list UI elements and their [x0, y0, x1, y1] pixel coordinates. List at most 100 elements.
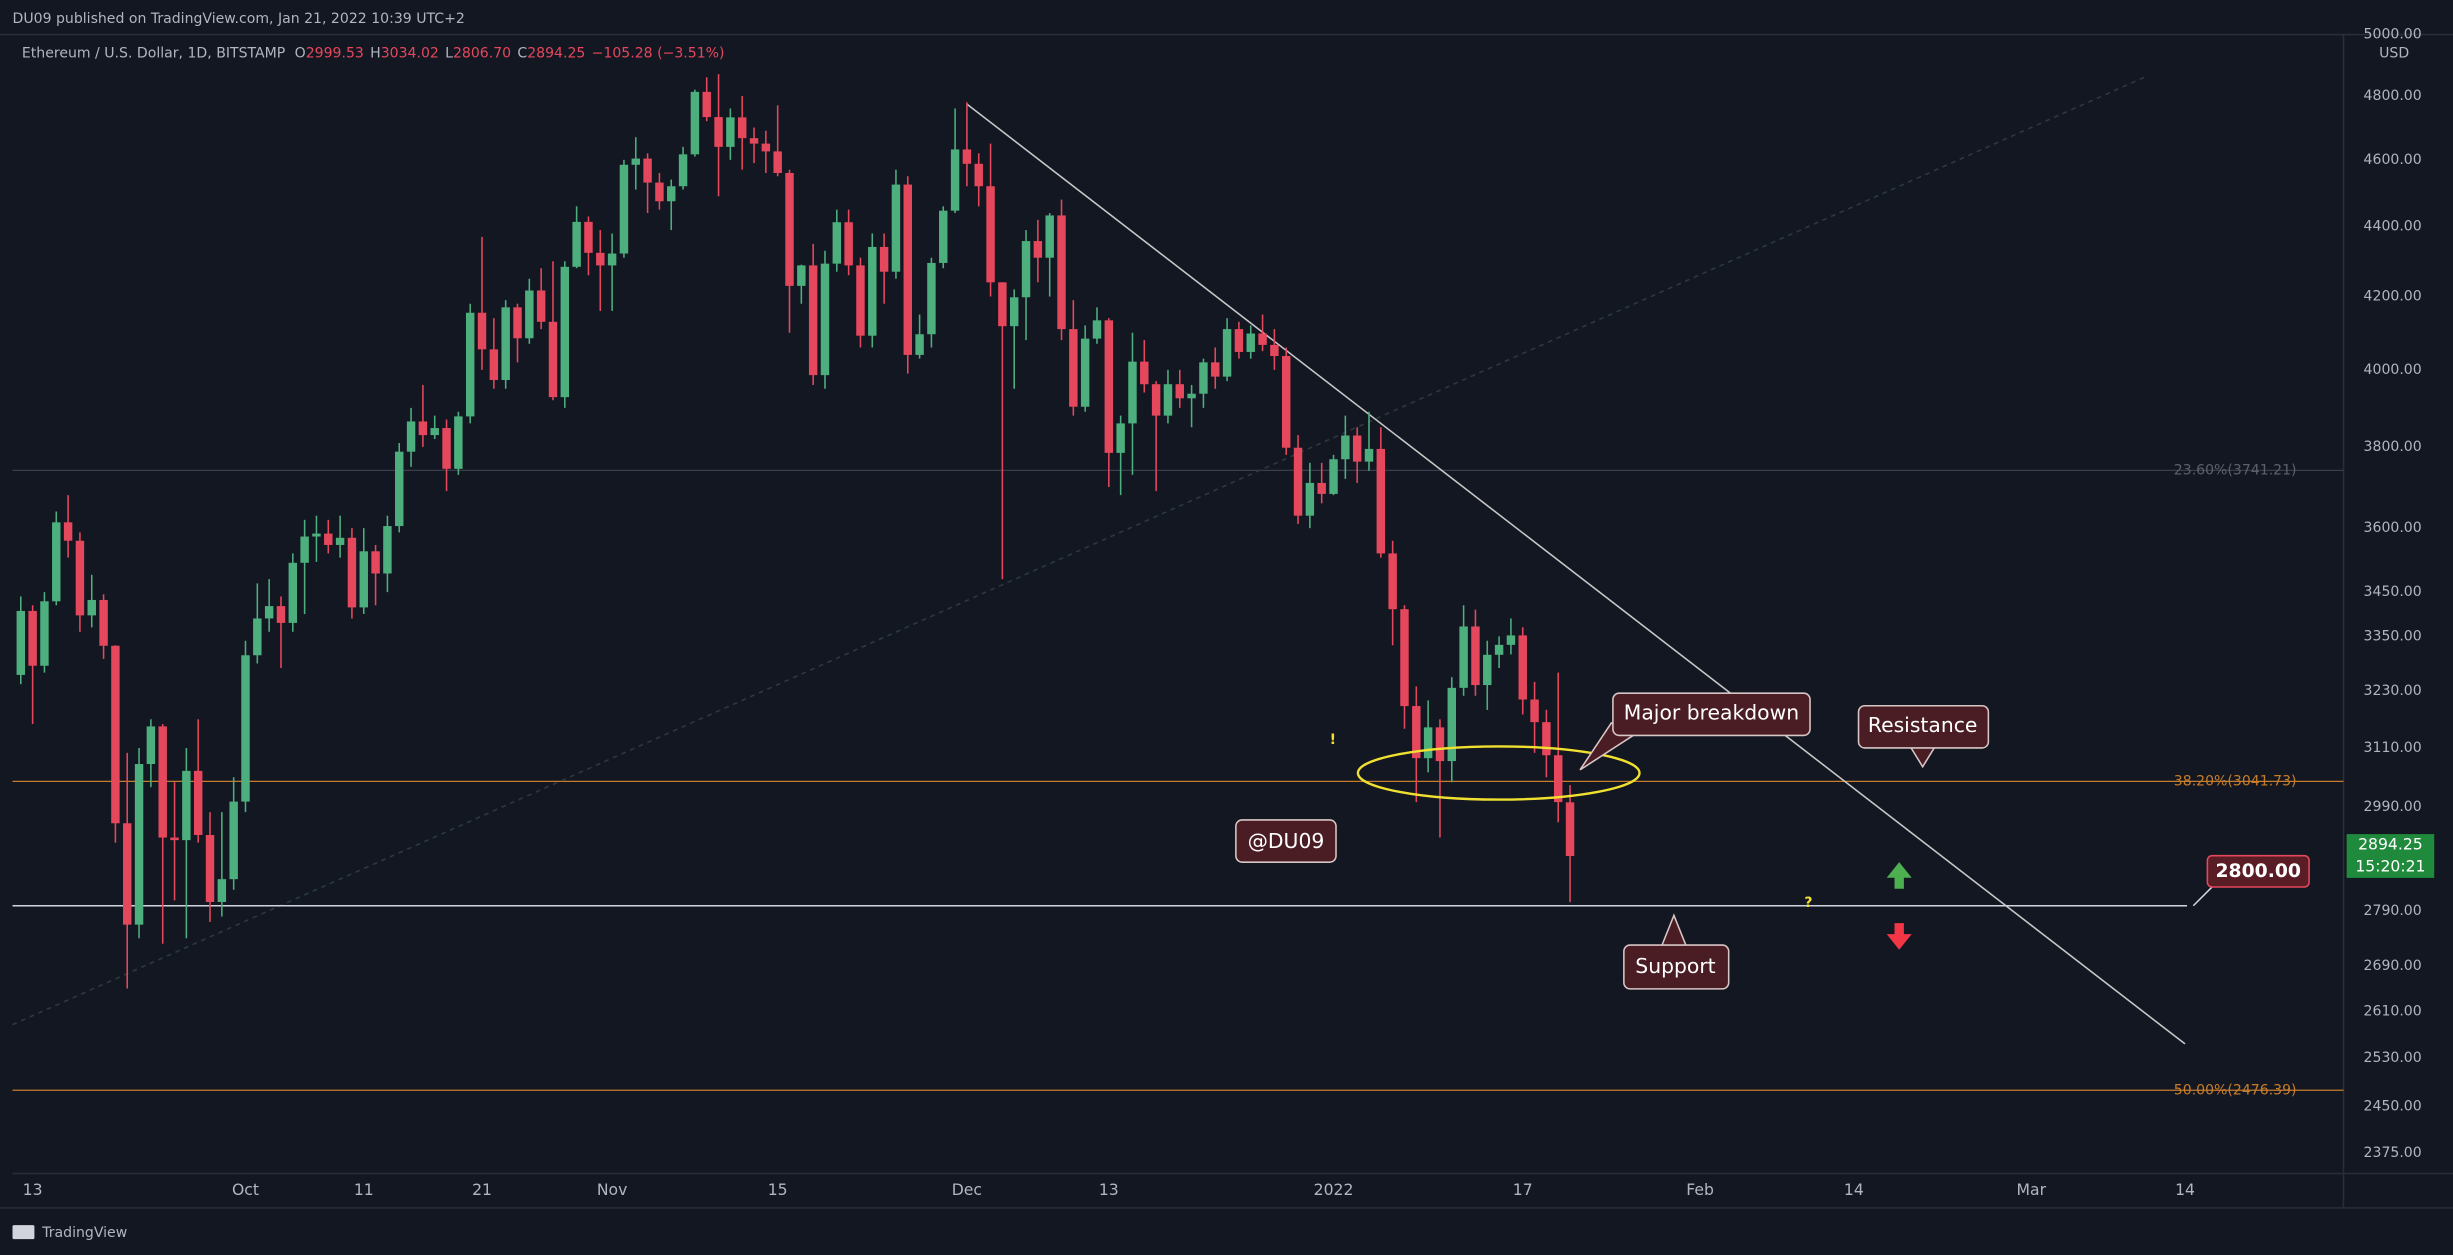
callout: Resistance: [1857, 704, 1990, 769]
candle-body: [761, 143, 771, 152]
candle-body: [560, 266, 570, 398]
candle-body: [1281, 356, 1291, 448]
callout: @DU09: [1235, 819, 1337, 863]
candle-body: [1009, 297, 1019, 327]
candle-body: [1045, 215, 1054, 258]
candle-body: [1494, 644, 1504, 655]
callout-text: Major breakdown: [1624, 701, 1799, 725]
candle-body: [170, 837, 179, 841]
candle-body: [134, 764, 144, 925]
candle-body: [75, 540, 85, 616]
candle-body: [442, 428, 451, 469]
highlight-ellipse: [1356, 745, 1641, 801]
candle-body: [974, 163, 983, 187]
fib-label: 23.60%(3741.21): [2174, 462, 2297, 478]
candle-body: [1376, 448, 1386, 554]
candle-body: [749, 138, 759, 144]
publisher: DU09 published on TradingView.com, Jan 2…: [13, 11, 465, 27]
candle-body: [40, 601, 49, 666]
candle-body: [1530, 699, 1539, 723]
candle-body: [927, 262, 936, 335]
candle-body: [726, 117, 735, 147]
candle-body: [1565, 802, 1575, 857]
candle-body: [1199, 362, 1208, 394]
y-tick-label: 4200.00: [2364, 289, 2422, 305]
exclamation: !: [1330, 732, 1336, 748]
candle-body: [1222, 329, 1232, 377]
candle-body: [1057, 215, 1066, 330]
candle-body: [335, 537, 345, 545]
x-tick-label: 21: [472, 1180, 492, 1199]
y-tick-label: 2610.00: [2364, 1003, 2422, 1019]
candle-body: [820, 263, 830, 376]
candle-body: [430, 428, 439, 436]
y-tick-label: 5000.00: [2364, 27, 2422, 43]
candle-body: [1293, 447, 1303, 516]
trend-line: [12, 75, 2148, 1026]
y-tick-label: 3600.00: [2364, 520, 2422, 536]
support-label: 2800.00: [2215, 861, 2300, 882]
candle-body: [229, 801, 238, 880]
candle-body: [1317, 482, 1326, 494]
candle-body: [406, 421, 416, 452]
candle-body: [667, 186, 676, 202]
y-tick-label: 4600.00: [2364, 152, 2422, 168]
candle-body: [702, 91, 711, 118]
candle-body: [596, 252, 605, 266]
footer-logo: TradingView: [12, 1225, 127, 1241]
candle-body: [548, 321, 558, 398]
candle-body: [808, 265, 818, 376]
y-tick-label: 4000.00: [2364, 362, 2422, 378]
callout-text: Resistance: [1868, 713, 1978, 737]
fib-label: 38.20%(3041.73): [2174, 773, 2297, 789]
legend-change: −105.28 (−3.51%): [592, 45, 725, 61]
x-tick-label: Nov: [597, 1180, 628, 1199]
candle-body: [63, 522, 73, 541]
candle-body: [1187, 393, 1196, 399]
y-tick-label: 2375.00: [2364, 1145, 2422, 1161]
candle-body: [99, 599, 108, 646]
legend-key: L: [445, 45, 453, 61]
callout: Major breakdown: [1579, 692, 1811, 771]
candle-body: [879, 246, 889, 272]
y-tick-label: 2790.00: [2364, 903, 2422, 919]
candle-body: [253, 618, 262, 656]
candle-body: [264, 606, 274, 619]
candle-body: [205, 835, 215, 903]
candle-body: [111, 645, 120, 824]
candle-body: [1459, 626, 1468, 688]
y-unit: USD: [2379, 45, 2409, 61]
x-tick-label: Dec: [952, 1180, 982, 1199]
x-tick-label: 14: [1844, 1180, 1864, 1199]
x-tick-label: Feb: [1686, 1180, 1714, 1199]
candle-body: [182, 770, 191, 841]
candle-body: [1542, 722, 1551, 756]
candle-body: [903, 184, 912, 355]
y-tick-label: 3110.00: [2364, 740, 2422, 756]
y-tick-label: 3450.00: [2364, 584, 2422, 600]
candle-body: [241, 655, 250, 802]
candle-body: [1553, 755, 1563, 803]
candle-body: [324, 533, 333, 545]
legend-key: C: [517, 45, 527, 61]
candle-body: [383, 526, 392, 574]
y-tick-label: 3350.00: [2364, 628, 2422, 644]
candle-body: [16, 610, 26, 675]
candle-body: [193, 770, 203, 836]
candle-body: [1270, 344, 1279, 357]
x-tick-label: 15: [768, 1180, 788, 1199]
question: ?: [1804, 895, 1812, 911]
candle-body: [844, 222, 853, 266]
candle-body: [1080, 338, 1090, 407]
candle-body: [1305, 482, 1315, 516]
candle-body: [28, 610, 37, 666]
y-tick-label: 2530.00: [2364, 1050, 2422, 1066]
candle-body: [868, 246, 877, 336]
y-tick-label: 3230.00: [2364, 683, 2422, 699]
candle-body: [1140, 361, 1149, 385]
candle-body: [1423, 727, 1433, 759]
candle-body: [347, 537, 357, 608]
candle-body: [1033, 241, 1043, 258]
